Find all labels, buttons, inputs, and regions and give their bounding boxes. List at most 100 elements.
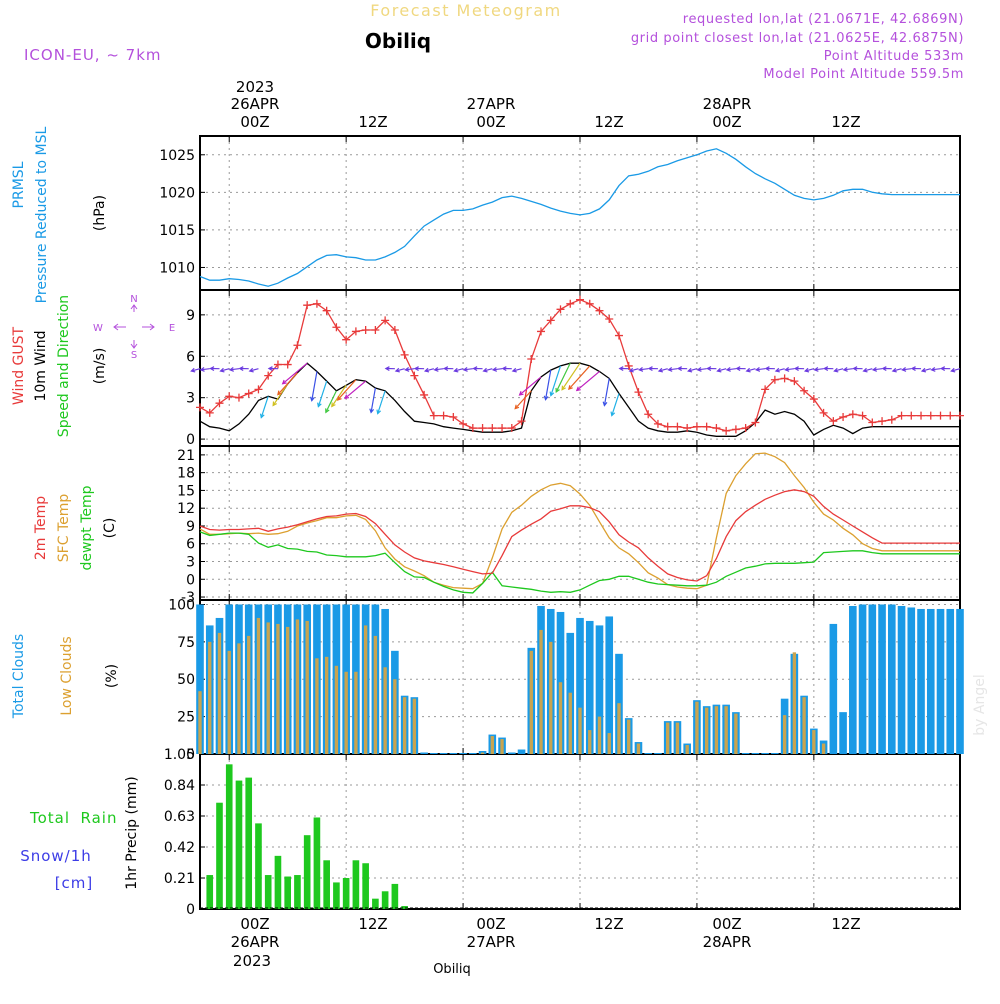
total-cloud-bar [888, 604, 896, 754]
precip-ytick-label: 0.63 [164, 809, 195, 825]
wind-gust-point [245, 390, 253, 398]
temp-ytick-label: 12 [177, 501, 195, 517]
low-cloud-bar [539, 630, 542, 754]
compass-north: N [130, 294, 137, 305]
bottom-date-label-0: 26APR [231, 933, 280, 951]
bottom-year-label: 2023 [233, 952, 271, 970]
sfc-temp-line [200, 453, 960, 589]
low-cloud-bar [393, 679, 396, 754]
wind-direction-arrow [278, 373, 298, 395]
low-cloud-bar [676, 723, 679, 754]
low-cloud-bar [218, 633, 221, 754]
total-cloud-bar [839, 712, 847, 754]
pressure-panel-frame [200, 136, 960, 290]
prmsl-line [200, 149, 960, 286]
total-cloud-bar [869, 604, 877, 754]
low-cloud-bar [802, 697, 805, 754]
clouds-ytick-label: 25 [177, 710, 195, 726]
wind-direction-arrow [371, 388, 375, 412]
wind-direction-arrow [283, 363, 308, 384]
pressure-ytick-label: 1010 [159, 260, 195, 276]
wind-direction-arrow [604, 378, 609, 405]
low-cloud-bar [500, 739, 503, 754]
low-cloud-bar [276, 624, 279, 754]
temp-ytick-label: 0 [186, 572, 195, 588]
precip-ytick-label: 1.05 [164, 747, 195, 763]
low-cloud-bar [734, 714, 737, 754]
wind-gust-point [420, 391, 428, 399]
rain-bar [323, 860, 330, 909]
top-time-label-4: 00Z [712, 113, 741, 131]
temp-ytick-label: 15 [177, 483, 195, 499]
low-cloud-bar [383, 667, 386, 754]
wind-gust-point [664, 423, 672, 431]
wind-ytick-label: 0 [186, 432, 195, 448]
prmsl-label: PRMSL [11, 161, 27, 208]
wind-gust-point [732, 425, 740, 433]
total-cloud-bar [956, 609, 964, 754]
total-cloud-bar [508, 753, 516, 754]
wind-gust-point [293, 341, 301, 349]
wind-gust-point [303, 301, 311, 309]
low-cloud-bar [549, 642, 552, 754]
low-cloud-bar [705, 708, 708, 754]
total-cloud-bar [459, 753, 467, 754]
wind-direction-arrow [273, 384, 288, 406]
total-cloud-bar [469, 753, 477, 754]
low-cloud-bar [793, 652, 796, 754]
total-cloud-bar [849, 606, 857, 754]
low-cloud-bar [267, 622, 270, 754]
wind-ytick-label: 9 [186, 308, 195, 324]
wind-gust-point [722, 427, 730, 435]
precip-ytick-label: 0.84 [164, 778, 195, 794]
wind-gust-point [284, 361, 292, 369]
rain-bar [372, 899, 379, 909]
rain-bar [314, 817, 321, 909]
low-cloud-bar [617, 703, 620, 754]
low-cloud-bar [598, 717, 601, 754]
temp-ytick-label: 21 [177, 448, 195, 464]
top-time-label-3: 12Z [594, 113, 623, 131]
top-time-label-2: 00Z [476, 113, 505, 131]
low-cloud-bar [783, 715, 786, 754]
rain-bar [294, 875, 301, 909]
bottom-time-label-1: 12Z [358, 915, 387, 933]
low-cloud-bar [344, 672, 347, 754]
compass-east: E [169, 323, 175, 334]
rain-bar [236, 781, 243, 909]
compass-rose-icon [114, 305, 154, 348]
low-cloud-bar [247, 636, 250, 754]
low-cloud-bar [666, 723, 669, 754]
total-cloud-bar [761, 753, 769, 754]
rain-label: Rain [81, 809, 118, 827]
rain-bar [226, 764, 233, 909]
marks-layer [191, 136, 964, 909]
low-cloud-bar [364, 625, 367, 754]
rain-bar [206, 875, 213, 909]
pressure-ytick-label: 1020 [159, 185, 195, 201]
bottom-date-label-2: 27APR [467, 933, 516, 951]
temp-ytick-label: 18 [177, 466, 195, 482]
precip-ytick-label: 0.42 [164, 840, 195, 856]
wind-ytick-label: 3 [186, 391, 195, 407]
rain-bar [392, 884, 399, 909]
wind-gust-point [196, 403, 204, 411]
location-title: Obiliq [365, 29, 431, 53]
wind-labels: Wind GUST 10m Wind Speed and Direction (… [11, 294, 175, 437]
product-title: Forecast Meteogram [370, 1, 561, 20]
wind-gust-point [313, 300, 321, 308]
cloud-unit-label: (%) [104, 664, 120, 688]
wind-gust-point [898, 412, 906, 420]
bottom-time-label-5: 12Z [831, 915, 860, 933]
model-altitude: Model Point Altitude 559.5m [763, 67, 964, 82]
low-cloud-bar [481, 753, 484, 754]
wind-gust-point [479, 424, 487, 432]
top-time-label-5: 12Z [831, 113, 860, 131]
t2m-label: 2m Temp [33, 496, 49, 560]
rain-bar [265, 875, 272, 909]
wind-gust-point [917, 412, 925, 420]
wind-gust-label: Wind GUST [11, 326, 27, 405]
precip-unit-label: 1hr Precip (mm) [124, 776, 140, 889]
total-cloud-bar [518, 750, 526, 754]
